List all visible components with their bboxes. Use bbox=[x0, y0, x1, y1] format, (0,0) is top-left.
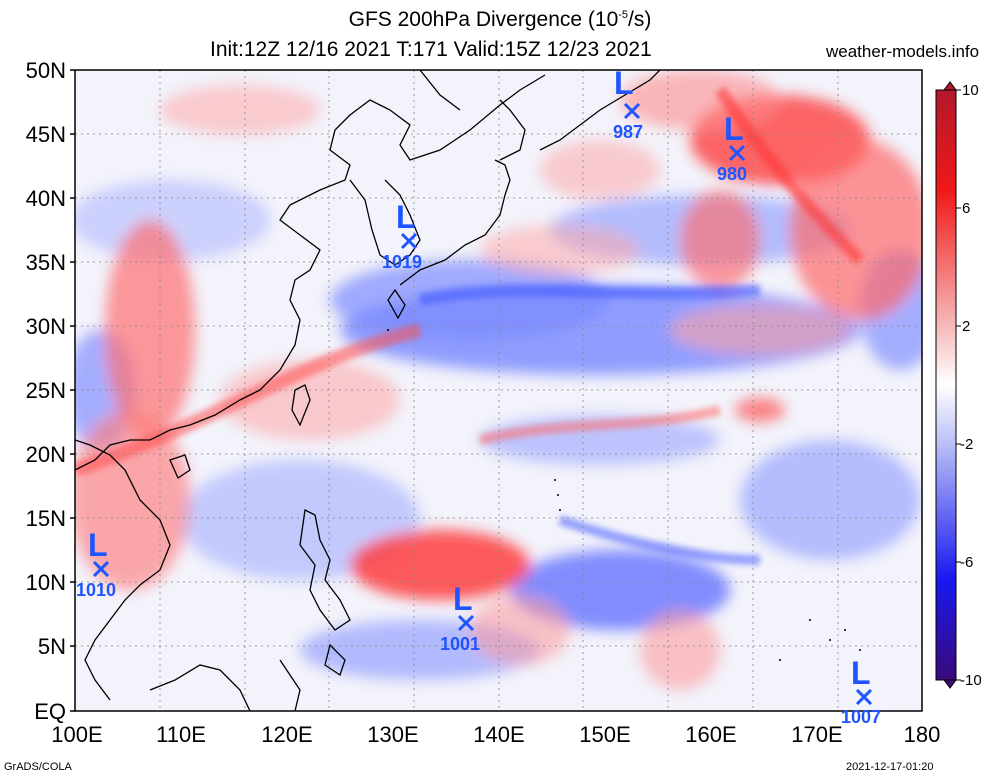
low-symbol: L bbox=[453, 581, 473, 617]
low-markers: L 987 L 980 L 1019 L 1010 L 1001 L 1007 bbox=[76, 65, 881, 727]
low-center: L 1007 bbox=[841, 655, 881, 727]
lon-label: 160E bbox=[685, 722, 736, 747]
lon-axis: 100E 110E 120E 130E 140E 150E 160E 170E … bbox=[51, 722, 940, 747]
low-pressure: 1010 bbox=[76, 580, 116, 600]
grid-lines bbox=[75, 70, 922, 711]
low-symbol: L bbox=[396, 199, 416, 235]
lon-label: 170E bbox=[791, 722, 842, 747]
low-center: L 1010 bbox=[76, 527, 116, 600]
lat-label: EQ bbox=[34, 699, 66, 724]
low-symbol: L bbox=[88, 527, 108, 563]
coastlines bbox=[75, 70, 661, 711]
lat-label: 40N bbox=[26, 186, 66, 211]
low-center: L 980 bbox=[717, 111, 747, 184]
lon-label: 100E bbox=[51, 722, 102, 747]
lat-label: 35N bbox=[26, 250, 66, 275]
low-center: L 987 bbox=[613, 65, 643, 142]
lat-label: 25N bbox=[26, 378, 66, 403]
map-title: GFS 200hPa Divergence (10-5/s) bbox=[348, 8, 652, 31]
colorbar-scale bbox=[935, 89, 957, 681]
lat-label: 30N bbox=[26, 314, 66, 339]
colorbar-label: 6 bbox=[962, 200, 970, 217]
low-pressure: 1007 bbox=[841, 707, 881, 727]
low-center: L 1001 bbox=[440, 581, 480, 654]
lat-label: 20N bbox=[26, 442, 66, 467]
low-x-icon bbox=[457, 614, 475, 632]
lon-label: 150E bbox=[579, 722, 630, 747]
low-symbol: L bbox=[724, 111, 744, 147]
lat-label: 5N bbox=[38, 634, 66, 659]
lon-label: 110E bbox=[156, 722, 206, 747]
low-center: L 1019 bbox=[382, 199, 422, 272]
colorbar-min-arrow bbox=[943, 679, 957, 689]
colorbar-label: -10 bbox=[960, 672, 982, 689]
map-subtitle: Init:12Z 12/16 2021 T:171 Valid:15Z 12/2… bbox=[210, 38, 652, 61]
low-symbol: L bbox=[851, 655, 871, 691]
lat-label: 45N bbox=[26, 122, 66, 147]
lon-label: 120E bbox=[261, 722, 312, 747]
low-x-icon bbox=[623, 102, 641, 120]
colorbar-label: -2 bbox=[960, 436, 973, 453]
islands bbox=[387, 329, 861, 661]
low-x-icon bbox=[92, 560, 110, 578]
credit-label: GrADS/COLA bbox=[4, 761, 72, 773]
low-pressure: 1001 bbox=[440, 634, 480, 654]
low-pressure: 987 bbox=[613, 122, 643, 142]
site-label: weather-models.info bbox=[826, 42, 980, 61]
lat-axis: 50N 45N 40N 35N 30N 25N 20N 15N 10N 5N E… bbox=[26, 58, 66, 724]
low-x-icon bbox=[728, 144, 746, 162]
lat-label: 50N bbox=[26, 58, 66, 83]
lon-label: 130E bbox=[367, 722, 418, 747]
colorbar-label: 2 bbox=[962, 318, 970, 335]
low-symbol: L bbox=[614, 65, 634, 101]
low-pressure: 1019 bbox=[382, 252, 422, 272]
low-x-icon bbox=[400, 232, 418, 250]
lat-label: 15N bbox=[26, 506, 66, 531]
colorbar-label: -6 bbox=[960, 554, 973, 571]
divergence-field bbox=[75, 70, 922, 711]
low-x-icon bbox=[855, 688, 873, 706]
lon-label: 140E bbox=[473, 722, 524, 747]
colorbar-max-arrow bbox=[943, 81, 957, 91]
colorbar-label: 10 bbox=[962, 82, 979, 99]
lat-label: 10N bbox=[26, 570, 66, 595]
low-pressure: 980 bbox=[717, 164, 747, 184]
lon-label: 180 bbox=[904, 722, 941, 747]
colorbar: 10 6 2 -2 -6 -10 bbox=[935, 81, 982, 689]
timestamp-label: 2021-12-17-01:20 bbox=[846, 761, 934, 773]
